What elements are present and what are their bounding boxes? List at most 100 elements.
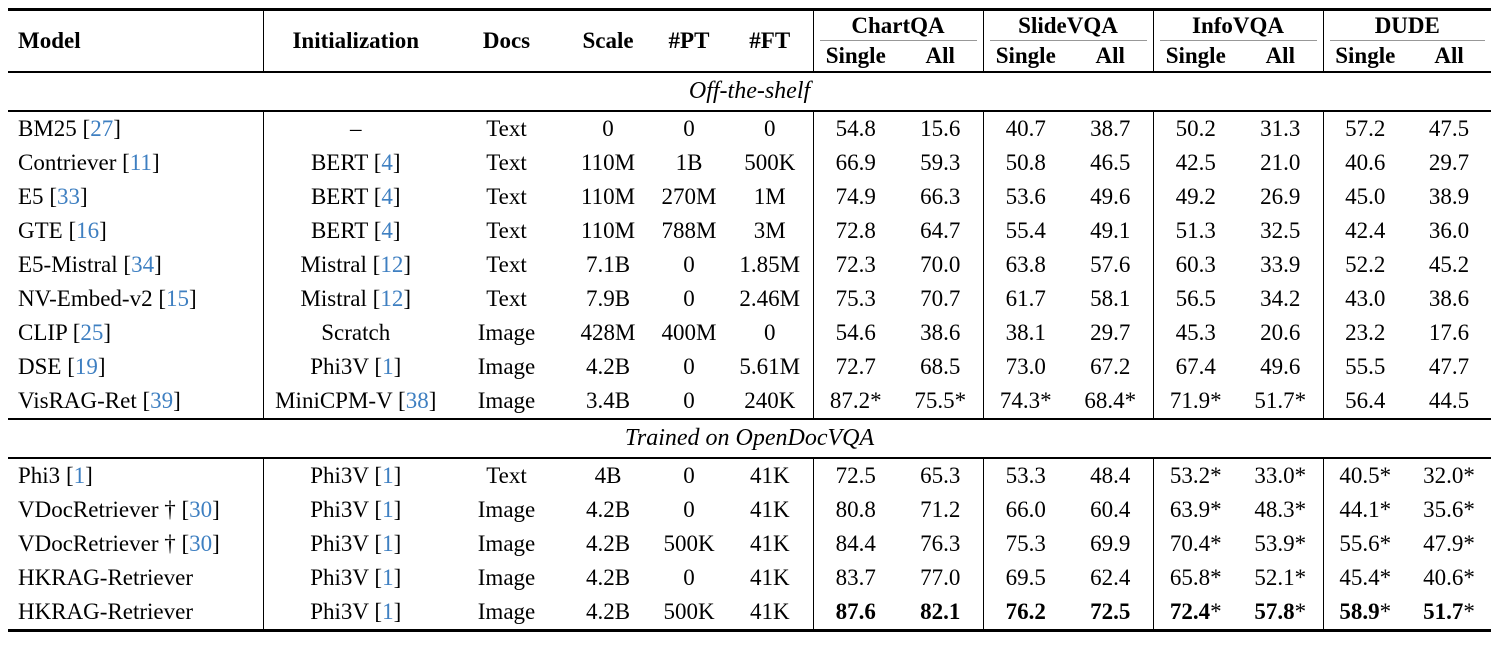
cell-initialization: Phi3V [1] [262, 493, 448, 527]
subcol-all-dude: All [1407, 41, 1492, 73]
cell-score: 58.9* [1322, 595, 1408, 632]
cell-score: 53.9* [1254, 531, 1307, 556]
cell-initialization: Phi3V [1] [262, 350, 448, 384]
cell-score: 63.8 [982, 248, 1068, 282]
cell-scale: 4.2B [585, 354, 631, 379]
citation-link[interactable]: 1 [382, 463, 394, 488]
model-name: Phi3V [310, 531, 369, 556]
citation-link[interactable]: 30 [189, 497, 213, 522]
cell-scale: 0 [602, 116, 614, 141]
cell-pt: 0 [683, 354, 695, 379]
citation-link[interactable]: 15 [166, 286, 189, 311]
model-name: Phi3V [310, 354, 369, 379]
model-name: GTE [18, 218, 63, 243]
cell-score: 42.5 [1152, 146, 1238, 180]
citation-link[interactable]: 38 [405, 388, 429, 413]
cell-pt: 0 [683, 388, 695, 413]
model-name: Phi3V [310, 497, 369, 522]
citation-link[interactable]: 16 [76, 218, 100, 243]
table-row: GTE [16] BERT [4] Text 110M 788M 3M 72.8 64.7 55… [8, 214, 1491, 248]
subcol-single-infovqa: Single [1152, 41, 1238, 73]
cell-score: 50.8 [982, 146, 1068, 180]
model-name: VisRAG-Ret [18, 388, 137, 413]
cell-score: 32.5 [1260, 218, 1301, 243]
cell-ft: 41K [749, 565, 790, 590]
cell-pt: 500K [651, 595, 727, 632]
cell-scale: 110M [580, 218, 636, 243]
cell-score: 55.5 [1322, 350, 1408, 384]
citation-link[interactable]: 1 [382, 565, 394, 590]
cell-docs: Text [486, 286, 527, 311]
cell-pt: 0 [683, 565, 695, 590]
cell-score: 20.6 [1260, 320, 1301, 345]
cell-model: BM25 [27] [18, 116, 121, 141]
cell-score: 49.6 [1260, 354, 1301, 379]
cell-docs: Text [486, 150, 527, 175]
cell-pt: 0 [683, 286, 695, 311]
citation-link[interactable]: 12 [380, 286, 404, 311]
cell-score: 62.4 [1090, 565, 1131, 590]
citation-link[interactable]: 33 [56, 184, 80, 209]
cell-initialization: Phi3V [1] [262, 561, 448, 595]
citation-link[interactable]: 19 [74, 354, 98, 379]
citation-link[interactable]: 1 [382, 599, 394, 624]
cell-score: 43.0 [1322, 282, 1408, 316]
cell-scale: 4.2B [565, 595, 651, 632]
model-name: Phi3V [310, 463, 369, 488]
cell-score: 47.9* [1423, 531, 1475, 556]
citation-link[interactable]: 1 [382, 531, 394, 556]
cell-score: 40.7 [982, 111, 1068, 146]
table-body: Off-the-shelf BM25 [27] – Text 0 0 0 54.8 15.6 40… [8, 71, 1492, 632]
cell-scale: 428M [580, 320, 636, 345]
cell-model: HKRAG-Retriever [8, 595, 263, 632]
cell-scale: 4.2B [585, 531, 631, 556]
model-name: Mistral [300, 252, 367, 277]
table-row: VDocRetriever † [30] Phi3V [1] Image 4.2B 0 4… [8, 493, 1491, 527]
table-row: NV-Embed-v2 [15] Mistral [12] Text 7.9B 0 2.4… [8, 282, 1491, 316]
cell-pt: 500K [663, 531, 715, 556]
citation-link[interactable]: 39 [150, 388, 174, 413]
cell-scale: 4.2B [585, 565, 631, 590]
cell-score: 58.1 [1090, 286, 1131, 311]
cell-score: 42.4 [1322, 214, 1408, 248]
cell-initialization: BERT [4] [262, 214, 448, 248]
cell-score: 54.8 [812, 111, 898, 146]
cell-ft: 500K [744, 150, 796, 175]
citation-link[interactable]: 30 [189, 531, 213, 556]
cell-docs: Text [486, 218, 527, 243]
cell-initialization: Phi3V [1] [262, 595, 448, 632]
cell-docs: Text [486, 252, 527, 277]
model-name: VDocRetriever † [18, 497, 176, 522]
model-name: Phi3V [310, 565, 369, 590]
citation-link[interactable]: 12 [380, 252, 404, 277]
citation-link[interactable]: 4 [381, 218, 393, 243]
cell-model: E5 [33] [18, 184, 88, 209]
cell-ft: 41K [749, 463, 790, 488]
table-row: CLIP [25] Scratch Image 428M 400M 0 54.6 38.6 38… [8, 316, 1491, 350]
citation-link[interactable]: 1 [382, 354, 394, 379]
cell-ft: 5.61M [739, 354, 801, 379]
cell-ft: 0 [764, 116, 776, 141]
citation-link[interactable]: 4 [381, 184, 393, 209]
cell-score: 63.9* [1152, 493, 1238, 527]
table-row: VisRAG-Ret [39] MiniCPM-V [38] Image 3.4B 0 2… [8, 384, 1491, 419]
cell-score: 35.6* [1423, 497, 1475, 522]
citation-link[interactable]: 25 [80, 320, 104, 345]
col-header-scale: Scale [565, 8, 651, 72]
citation-link[interactable]: 34 [131, 252, 155, 277]
citation-link[interactable]: 4 [381, 150, 393, 175]
citation-link[interactable]: 27 [90, 116, 114, 141]
citation-link[interactable]: 11 [129, 150, 152, 175]
cell-score: 84.4 [812, 527, 898, 561]
cell-score: 48.4 [1090, 463, 1131, 488]
model-name: BERT [310, 150, 368, 175]
cell-score: 31.3 [1260, 116, 1301, 141]
cell-ft: 3M [753, 218, 786, 243]
citation-link[interactable]: 1 [382, 497, 394, 522]
cell-score: 72.5 [812, 458, 898, 493]
col-header-pt: #PT [651, 8, 727, 72]
cell-score: 60.3 [1152, 248, 1238, 282]
model-name: Phi3V [310, 599, 369, 624]
model-name: BM25 [18, 116, 77, 141]
citation-link[interactable]: 1 [73, 463, 86, 488]
